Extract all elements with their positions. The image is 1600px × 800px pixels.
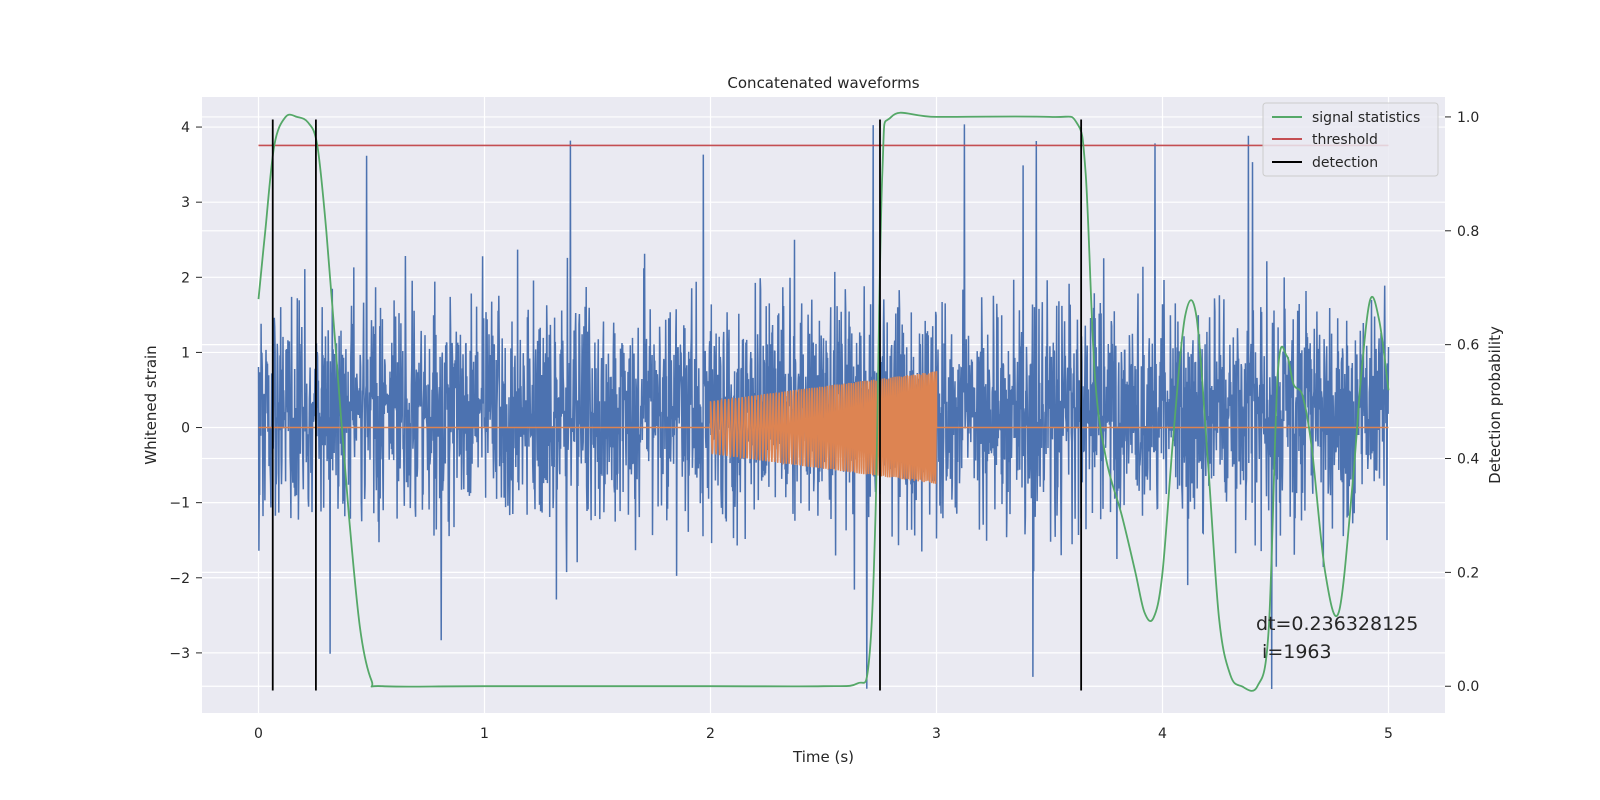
y2-tick-label: 1.0 xyxy=(1457,110,1479,126)
annotation-index: i=1963 xyxy=(1256,641,1332,663)
y2-tick-label: 0.8 xyxy=(1457,224,1479,240)
y-tick-label: −3 xyxy=(169,646,190,662)
legend: signal statistics threshold detection xyxy=(1262,102,1439,177)
y-tick-label: 1 xyxy=(181,345,190,361)
legend-item-signal-statistics: signal statistics xyxy=(1312,110,1420,126)
y-tick-label: 0 xyxy=(181,421,190,437)
grid xyxy=(202,97,1445,713)
y-tick-label: 4 xyxy=(181,120,190,136)
x-tick-label: 2 xyxy=(706,726,715,742)
y2-tick-label: 0.0 xyxy=(1457,679,1479,695)
x-tick-label: 3 xyxy=(932,726,941,742)
y-tick-label: −1 xyxy=(169,496,190,512)
y2-tick-label: 0.6 xyxy=(1457,338,1479,354)
x-tick-label: 0 xyxy=(254,726,263,742)
x-axis-label: Time (s) xyxy=(792,748,854,766)
x-tick-label: 1 xyxy=(480,726,489,742)
legend-item-detection: detection xyxy=(1312,155,1378,171)
y-tick-label: 2 xyxy=(181,270,190,286)
series-layer xyxy=(257,111,1390,692)
annotation: dt=0.236328125 i=1963 xyxy=(1256,613,1418,663)
y-tick-label: 3 xyxy=(181,195,190,211)
x-tick-label: 5 xyxy=(1384,726,1393,742)
x-tick-label: 4 xyxy=(1158,726,1167,742)
chart-title: Concatenated waveforms xyxy=(727,74,919,92)
series-signal-statistics xyxy=(257,111,1390,692)
series-chirp xyxy=(258,371,1389,484)
y2-tick-label: 0.2 xyxy=(1457,565,1479,581)
annotation-dt: dt=0.236328125 xyxy=(1256,613,1418,635)
legend-item-threshold: threshold xyxy=(1312,132,1378,148)
y2-tick-label: 0.4 xyxy=(1457,452,1479,468)
legend-box xyxy=(1262,102,1439,177)
y-tick-label: −2 xyxy=(169,571,190,587)
y-axis-label: Whitened strain xyxy=(142,345,160,464)
y2-axis-label: Detection probability xyxy=(1486,326,1504,484)
ticks: 0 1 2 3 4 5 −3 −2 −1 0 1 2 3 4 0.0 0.2 0.4 0.6 0.8 1.0 xyxy=(169,110,1479,742)
